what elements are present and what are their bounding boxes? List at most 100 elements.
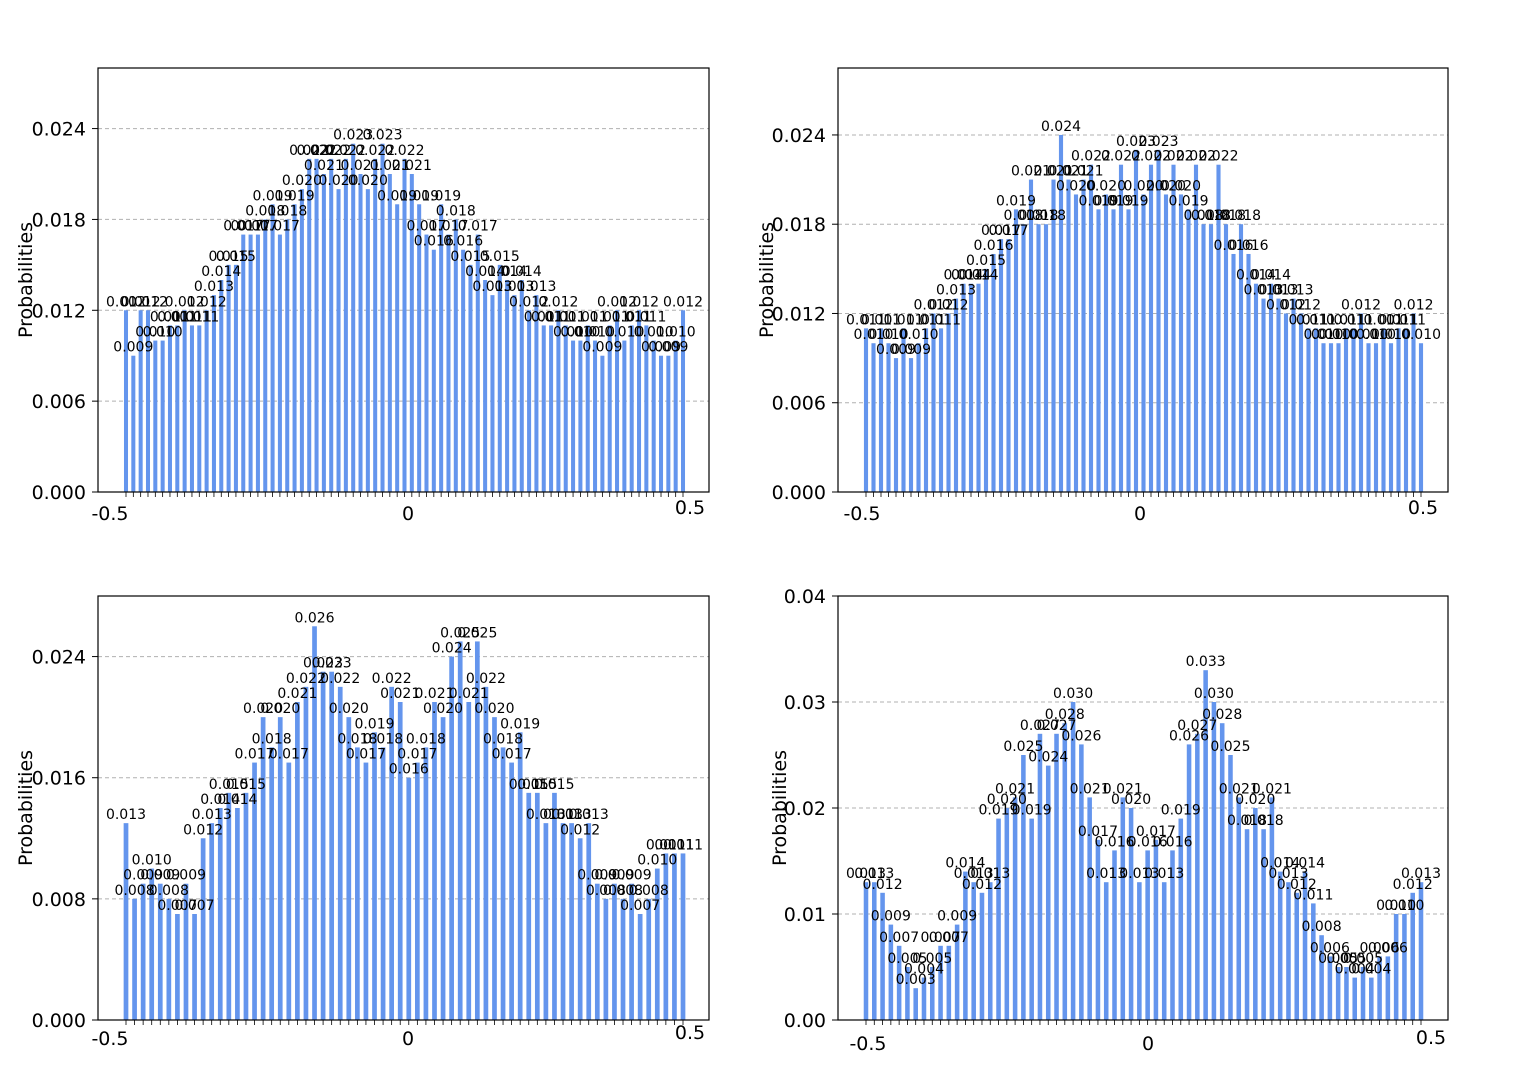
bar: [1319, 935, 1324, 1020]
bar: [175, 914, 180, 1020]
bar-value-label: 0.024: [1041, 119, 1081, 135]
bar-value-label: 0.022: [355, 143, 395, 159]
x-tick-label: 0.5: [1408, 497, 1438, 519]
bar: [1170, 850, 1175, 1020]
bar: [490, 295, 495, 492]
y-axis-label: Probabilities: [15, 222, 37, 338]
bar: [1385, 956, 1391, 1020]
bar-value-label: 0.011: [861, 312, 901, 328]
bar: [560, 823, 566, 1020]
bar: [1141, 194, 1146, 492]
bar: [1343, 328, 1349, 492]
bar: [351, 143, 356, 492]
bar: [663, 853, 669, 1020]
bar: [166, 898, 172, 1020]
bar: [132, 898, 137, 1020]
bar-value-label: 0.014: [951, 268, 991, 284]
y-tick-label: 0.04: [784, 586, 826, 608]
bar: [963, 871, 968, 1020]
bar-value-label: 0.011: [568, 309, 608, 325]
bar: [417, 204, 422, 493]
bar: [586, 823, 592, 1020]
bar: [200, 838, 206, 1020]
bar-value-label: 0.019: [275, 188, 315, 204]
bar: [908, 358, 914, 492]
axes-frame: [837, 595, 1449, 1021]
bar-value-label: 0.030: [1194, 686, 1234, 702]
bar-value-label: 0.025: [457, 625, 497, 641]
bar-value-label: 0.011: [654, 837, 694, 853]
bar: [336, 189, 341, 492]
bar-value-label: 0.020: [348, 173, 388, 189]
bar: [673, 340, 678, 492]
bar: [167, 325, 172, 492]
x-tick-label: 0: [402, 1028, 414, 1050]
bar-value-label: 0.007: [620, 898, 660, 914]
bar: [1231, 253, 1236, 492]
bar: [968, 283, 974, 492]
bar-value-label: 0.018: [1244, 813, 1284, 829]
bar-value-label: 0.018: [436, 203, 476, 219]
bar: [1223, 224, 1229, 493]
bar: [389, 686, 395, 1020]
bar: [346, 717, 352, 1020]
bar-value-label: 0.012: [1393, 297, 1433, 313]
bar: [337, 686, 343, 1020]
axes-frame: [97, 67, 710, 493]
bar: [1418, 343, 1424, 492]
bar: [577, 838, 583, 1020]
bar-value-label: 0.016: [389, 762, 429, 778]
bar-value-label: 0.022: [289, 143, 329, 159]
x-tick-label: -0.5: [91, 503, 128, 525]
bar-value-label: 0.020: [1111, 792, 1151, 808]
bar-value-label: 0.030: [1053, 686, 1093, 702]
bar-value-label: 0.010: [1376, 898, 1416, 914]
bar-value-label: 0.015: [226, 777, 266, 793]
bar: [1051, 179, 1056, 492]
bar-value-label: 0.008: [1302, 919, 1342, 935]
bar-value-label: 0.018: [1026, 208, 1066, 224]
bar: [534, 295, 539, 492]
bar-value-label: 0.010: [143, 325, 183, 341]
bar: [1244, 829, 1250, 1020]
bar-value-label: 0.018: [1191, 208, 1231, 224]
bar-value-label: 0.011: [1293, 887, 1333, 903]
bar: [1171, 164, 1176, 492]
bar: [646, 898, 652, 1020]
bar: [991, 253, 996, 492]
bar: [380, 747, 386, 1020]
y-tick-label: 0.006: [772, 393, 826, 415]
bar-value-label: 0.012: [928, 297, 968, 313]
bar-value-label: 0.017: [346, 747, 386, 763]
bar-value-label: 0.021: [370, 158, 410, 174]
bar-value-label: 0.011: [906, 312, 946, 328]
y-axis-label: Probabilities: [769, 750, 791, 866]
bar-value-label: 0.014: [465, 264, 505, 280]
bar-value-label: 0.011: [612, 309, 652, 325]
bar-value-label: 0.020: [1086, 178, 1126, 194]
bar-value-label: 0.014: [1236, 268, 1276, 284]
bar-value-label: 0.005: [1318, 951, 1358, 967]
bar-value-label: 0.013: [854, 866, 894, 882]
bar: [971, 882, 976, 1020]
bar: [1216, 164, 1221, 492]
bar: [453, 219, 458, 492]
bar: [1036, 224, 1041, 493]
y-tick-label: 0.02: [784, 798, 826, 820]
chart-panel-2: 0.0000.0060.0120.0180.0240.0110.0100.011…: [756, 67, 1449, 525]
bar: [1261, 829, 1266, 1020]
bar-value-label: 0.009: [937, 909, 977, 925]
bar-value-label: 0.022: [1198, 149, 1238, 165]
bar-value-label: 0.019: [1108, 193, 1148, 209]
bar: [1070, 702, 1076, 1020]
bar: [929, 967, 935, 1020]
bar-value-label: 0.026: [294, 610, 334, 626]
y-tick-label: 0.018: [772, 214, 826, 236]
bar: [871, 343, 876, 492]
bar: [1133, 149, 1139, 492]
bar: [243, 792, 249, 1020]
bar-value-label: 0.009: [582, 340, 622, 356]
bar-value-label: 0.020: [1123, 178, 1163, 194]
bar-value-label: 0.021: [1033, 164, 1073, 180]
